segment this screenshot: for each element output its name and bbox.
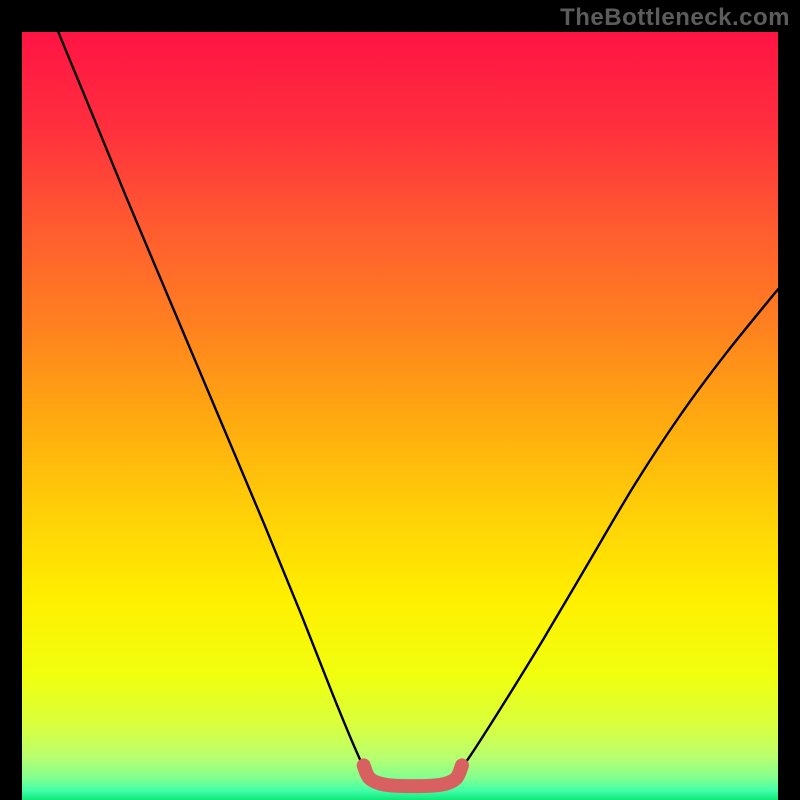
- chart-plot-area: [22, 32, 778, 800]
- chart-container: TheBottleneck.com: [0, 0, 800, 800]
- curve-bottom-highlight: [364, 765, 462, 786]
- curve-right: [462, 289, 778, 767]
- curve-left: [58, 32, 363, 768]
- chart-curves: [22, 32, 778, 800]
- watermark-label: TheBottleneck.com: [560, 4, 790, 32]
